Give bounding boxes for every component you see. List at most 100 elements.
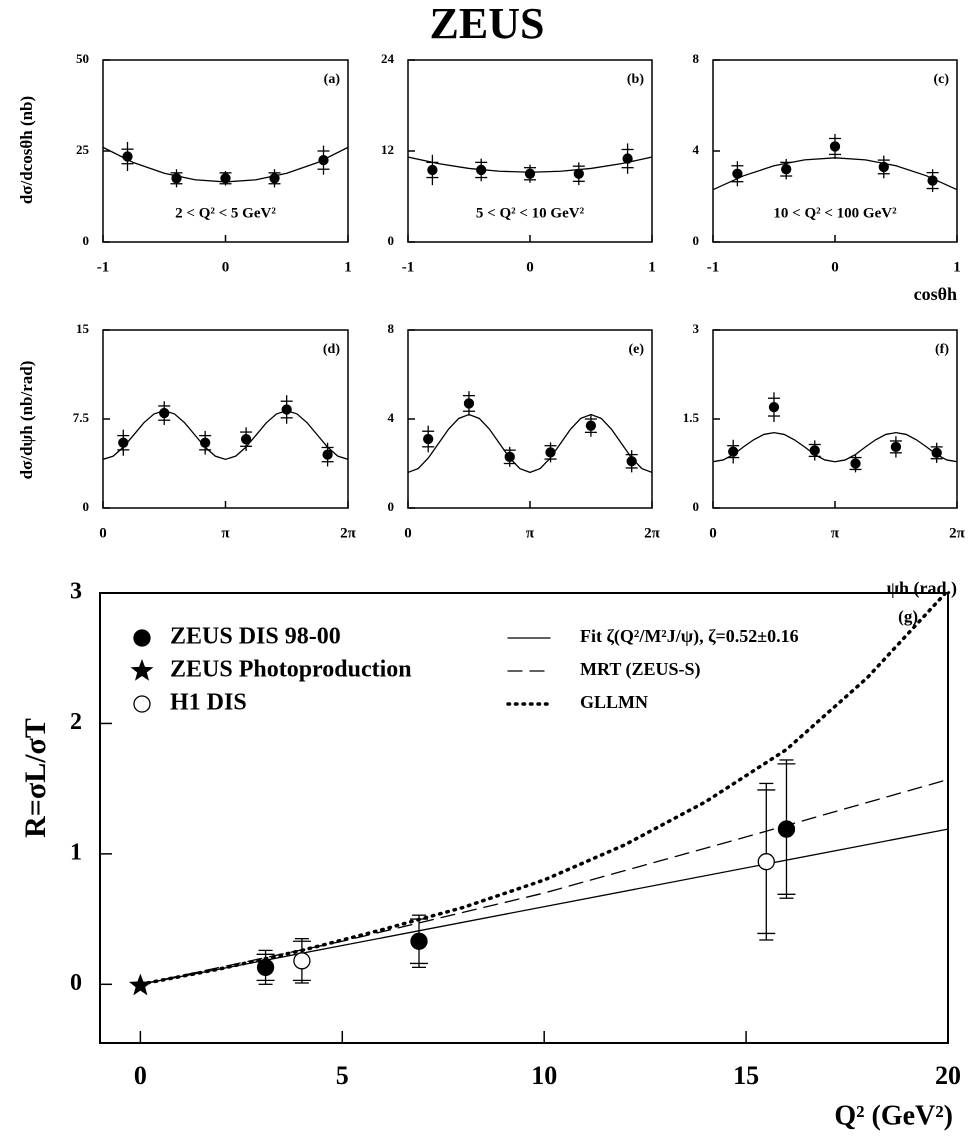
- y-tick-label: 0: [83, 233, 90, 248]
- filled-circle-marker: [410, 932, 428, 950]
- filled-circle-marker: [476, 164, 487, 176]
- y-axis-label: R=σL/σT: [19, 718, 52, 838]
- filled-circle-marker: [732, 168, 743, 179]
- x-tick-label: -1: [707, 259, 720, 275]
- legend-label: ZEUS DIS 98-00: [170, 624, 341, 650]
- filled-circle-marker: [256, 958, 275, 976]
- panel-label: (b): [627, 72, 644, 87]
- x-tick-label: 0: [404, 525, 412, 541]
- y-tick-label: 1.5: [683, 410, 700, 425]
- panel-label: (g): [898, 607, 918, 626]
- plot-frame: [99, 592, 949, 1044]
- plot-frame: [102, 329, 349, 509]
- panel-annotation: 10 < Q² < 100 GeV²: [773, 205, 897, 221]
- panel: 0 1 2 3 0 5 10 15 20 (g) R=σL/σT Q² (GeV²) ZEUS DIS …: [19, 579, 961, 1132]
- x-tick-label: 0: [99, 525, 107, 541]
- filled-circle-marker: [240, 434, 252, 445]
- filled-circle-marker: [626, 456, 637, 467]
- legend-label: MRT (ZEUS-S): [580, 659, 701, 680]
- x-tick-label: 2π: [644, 525, 661, 541]
- panel-annotation: 5 < Q² < 10 GeV²: [476, 205, 585, 221]
- legend-label: H1 DIS: [170, 690, 247, 716]
- y-tick-label: 4: [388, 410, 395, 425]
- curve: [713, 431, 957, 463]
- filled-circle-marker: [781, 164, 792, 175]
- x-tick-label: 15: [733, 1061, 759, 1090]
- star-marker: [130, 659, 154, 681]
- filled-circle-marker: [878, 161, 889, 173]
- filled-circle-marker: [423, 433, 434, 445]
- filled-circle-marker: [318, 154, 329, 166]
- plot-frame: [407, 329, 653, 509]
- filled-circle-marker: [118, 437, 129, 448]
- curve: [408, 413, 652, 474]
- legend-label: ZEUS Photoproduction: [170, 657, 412, 683]
- x-tick-label: 10: [531, 1061, 557, 1090]
- panel-label: (a): [324, 72, 341, 87]
- y-tick-label: 25: [76, 142, 90, 157]
- curve: [139, 778, 948, 985]
- filled-circle-marker: [427, 164, 438, 176]
- filled-circle-marker: [463, 398, 475, 409]
- filled-circle-marker: [200, 437, 211, 448]
- panel: 0 4 8 0 π 2π (e): [388, 321, 661, 541]
- x-tick-label: -1: [97, 259, 110, 275]
- x-tick-label: π: [526, 525, 535, 541]
- y-tick-label: 0: [83, 499, 90, 514]
- filled-circle-marker: [171, 173, 182, 184]
- y-tick-label: 4: [693, 142, 700, 157]
- x-axis-label: Q² (GeV²): [834, 1100, 953, 1131]
- filled-circle-marker: [504, 451, 515, 462]
- curve: [139, 828, 948, 985]
- filled-circle-marker: [622, 153, 633, 164]
- plot-area: [128, 593, 948, 996]
- curve: [103, 410, 348, 461]
- y-tick-label: 1: [70, 839, 82, 865]
- x-tick-label: 0: [709, 525, 717, 541]
- y-tick-label: 0: [70, 970, 82, 996]
- y-tick-label: 24: [381, 51, 395, 66]
- y-tick-label: 2: [70, 709, 82, 735]
- x-axis-label: cosθh: [914, 284, 957, 304]
- y-tick-label: 7.5: [73, 410, 90, 425]
- y-tick-label: 0: [388, 499, 395, 514]
- filled-circle-marker: [850, 458, 861, 469]
- y-tick-label: 0: [693, 499, 700, 514]
- panel-label: (d): [323, 342, 340, 357]
- curve: [713, 157, 957, 191]
- y-tick-label: 3: [70, 579, 82, 605]
- filled-circle-marker: [281, 404, 292, 415]
- open-circle-marker: [133, 695, 151, 713]
- filled-circle-marker: [768, 401, 780, 413]
- y-tick-label: 15: [76, 321, 90, 336]
- filled-circle-marker: [927, 175, 938, 186]
- filled-circle-marker: [220, 173, 231, 184]
- filled-circle-marker: [122, 151, 133, 162]
- star-marker: [128, 973, 152, 996]
- filled-circle-marker: [931, 447, 942, 458]
- x-tick-label: π: [831, 525, 840, 541]
- x-tick-label: π: [221, 525, 230, 541]
- y-axis-label: dσ/dψh (nb/rad): [17, 361, 36, 480]
- filled-circle-marker: [322, 449, 333, 460]
- plot-frame: [712, 329, 958, 509]
- plot-area: [713, 133, 957, 192]
- x-tick-label: 1: [953, 259, 961, 275]
- x-tick-label: 0: [526, 259, 534, 275]
- panel-annotation: 2 < Q² < 5 GeV²: [175, 205, 276, 221]
- y-tick-label: 8: [693, 51, 700, 66]
- plot-area: [408, 391, 652, 474]
- filled-circle-marker: [890, 441, 902, 453]
- y-tick-label: 3: [693, 321, 700, 336]
- filled-circle-marker: [545, 447, 556, 458]
- filled-circle-marker: [573, 168, 584, 179]
- filled-circle-marker: [269, 173, 280, 184]
- x-axis-label: ψh (rad.): [887, 578, 957, 599]
- panel-label: (f): [935, 342, 949, 357]
- panel: 0 7.5 15 0 π 2π (d) dσ/dψh (nb/rad): [17, 321, 357, 541]
- legend-label: Fit ζ(Q²/M²J/ψ), ζ=0.52±0.16: [580, 626, 799, 647]
- plot-area: [408, 143, 652, 186]
- plot-area: [103, 395, 348, 467]
- x-tick-label: 20: [935, 1061, 961, 1090]
